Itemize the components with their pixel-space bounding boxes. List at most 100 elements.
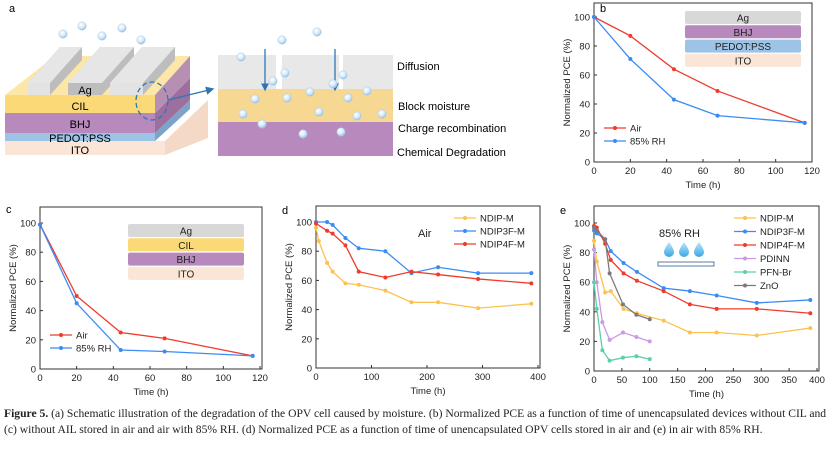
legend-label: Air xyxy=(630,124,642,135)
data-point xyxy=(620,355,625,360)
magnified-ag-1 xyxy=(218,55,276,89)
y-tick-label: 20 xyxy=(25,335,36,346)
data-point xyxy=(330,222,335,227)
data-point xyxy=(714,293,719,298)
water-bubble xyxy=(377,109,387,119)
y-tick-label: 80 xyxy=(25,248,36,259)
water-drop-icon xyxy=(679,242,689,257)
y-tick-label: 20 xyxy=(579,337,590,348)
data-point xyxy=(529,281,534,286)
x-tick-label: 100 xyxy=(642,375,658,386)
series-pdinn xyxy=(592,247,652,344)
data-point xyxy=(314,221,318,226)
water-bubble xyxy=(336,127,346,137)
legend-label: PDINN xyxy=(760,254,790,265)
y-tick-label: 40 xyxy=(579,307,590,318)
data-point xyxy=(603,290,608,295)
condition-annotation: Air xyxy=(418,228,432,240)
data-point xyxy=(621,306,626,311)
y-tick-label: 0 xyxy=(585,367,590,378)
inset-layer-label: BHJ xyxy=(734,28,753,39)
data-point xyxy=(634,354,639,359)
data-point xyxy=(634,312,639,317)
magnified-cil xyxy=(218,89,393,122)
y-tick-label: 100 xyxy=(574,219,590,230)
data-point xyxy=(436,265,441,270)
data-point xyxy=(607,271,612,276)
inset-layer-label: PEDOT:PSS xyxy=(715,42,771,53)
inset-layer xyxy=(685,53,801,67)
x-tick-label: 60 xyxy=(698,166,709,177)
legend-marker xyxy=(743,229,747,234)
water-bubble xyxy=(257,119,267,129)
inset-layer-label: ITO xyxy=(735,56,752,67)
data-point xyxy=(476,276,481,281)
data-point xyxy=(715,88,720,93)
magnified-ag-3 xyxy=(343,55,393,89)
legend-label: ZnO xyxy=(760,281,778,292)
y-tick-label: 20 xyxy=(579,129,590,140)
data-point xyxy=(808,297,813,302)
mechanism-diffusion: Diffusion xyxy=(397,61,440,73)
y-axis-label: Normalized PCE (%) xyxy=(284,243,295,331)
water-bubble xyxy=(77,21,87,31)
x-tick-label: 100 xyxy=(215,373,231,384)
x-tick-label: 20 xyxy=(71,373,82,384)
legend-marker xyxy=(463,242,467,246)
zoom-ellipse xyxy=(135,81,169,121)
data-point xyxy=(325,220,330,224)
data-point xyxy=(661,318,666,323)
data-point xyxy=(592,15,596,19)
data-point xyxy=(620,330,625,335)
data-point xyxy=(647,317,652,322)
series-ndip3f-m xyxy=(314,220,534,276)
caption-text: (a) Schematic illustration of the degrad… xyxy=(4,407,827,436)
device-structure-inset: Ag BHJ PEDOT:PSS ITO xyxy=(685,11,801,67)
water-bubble xyxy=(352,111,362,121)
series-line xyxy=(316,221,532,274)
stack-label-cil: CIL xyxy=(71,101,88,113)
x-tick-label: 50 xyxy=(617,375,628,386)
water-bubble xyxy=(362,86,372,96)
water-bubble xyxy=(238,109,248,119)
data-point xyxy=(325,228,330,233)
stack-label-ito: ITO xyxy=(71,145,90,157)
data-point xyxy=(628,33,633,38)
data-point xyxy=(628,57,633,62)
legend-label: PFN-Br xyxy=(760,268,792,279)
stack-label-pedot: PEDOT:PSS xyxy=(49,133,111,145)
inset-layer xyxy=(685,39,801,53)
water-bubble xyxy=(97,31,107,41)
mechanism-charge-recombination: Charge recombination xyxy=(398,123,506,135)
data-point xyxy=(594,280,599,285)
legend-label: NDIP-M xyxy=(760,214,794,225)
legend: NDIP-M NDIP3F-M NDIP4F-M xyxy=(454,214,525,251)
data-point xyxy=(118,348,123,353)
data-point xyxy=(162,349,167,354)
condition-annotation: 85% RH xyxy=(659,228,700,240)
water-bubble xyxy=(298,129,308,139)
data-point xyxy=(621,271,626,276)
legend-marker xyxy=(613,126,617,130)
legend-label: 85% RH xyxy=(630,137,666,148)
data-point xyxy=(74,294,79,298)
chart-panel-e: e 0 50 100 150 200 250 300 350 400 0 20 40 60 80 100 Tim… xyxy=(560,205,825,400)
y-tick-label: 0 xyxy=(307,364,312,375)
data-point xyxy=(594,259,599,264)
legend-marker xyxy=(743,216,747,220)
x-tick-label: 350 xyxy=(781,375,797,386)
legend: NDIP-M NDIP3F-M NDIP4F-M PDINN PFN-Br ZnO xyxy=(734,214,805,292)
data-point xyxy=(529,301,534,306)
x-axis-label: Time (h) xyxy=(685,180,720,191)
figure-caption: Figure 5. (a) Schematic illustration of … xyxy=(4,406,828,438)
charts: b 0 20 40 60 80 100 120 0 20 40 60 80 100 Time (h) Norm… xyxy=(6,2,825,400)
bhj-side xyxy=(155,78,190,133)
data-point xyxy=(383,275,388,280)
data-point xyxy=(600,320,605,325)
x-tick-label: 40 xyxy=(108,373,119,384)
ito-layer xyxy=(5,141,165,155)
water-molecules xyxy=(58,21,387,139)
legend: Air 85% RH xyxy=(604,124,666,148)
data-point xyxy=(634,278,639,283)
legend-marker xyxy=(463,216,467,220)
